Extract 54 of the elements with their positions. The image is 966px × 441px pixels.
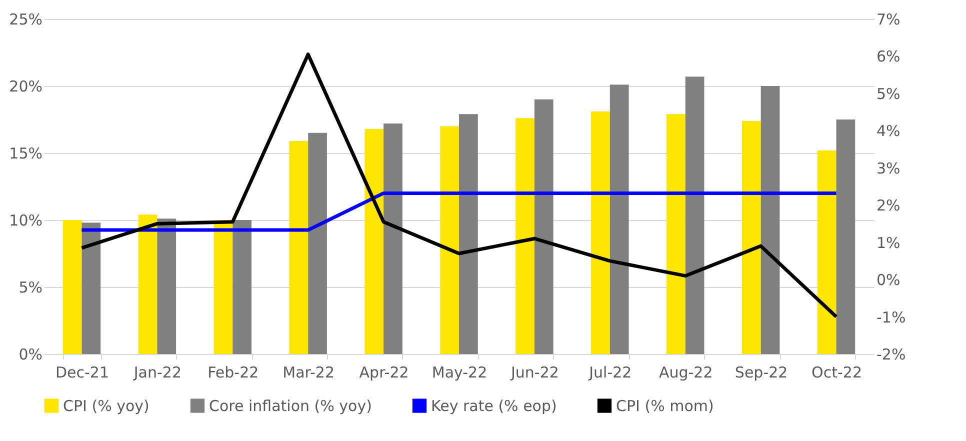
y2-tick-label: 0% [876, 271, 900, 290]
bar [817, 150, 836, 354]
bar [534, 99, 554, 354]
bar [364, 128, 384, 354]
y-tick-label: 5% [18, 278, 42, 296]
y2-tick-label: -2% [876, 346, 906, 364]
x-tick-label: Feb-22 [208, 364, 259, 382]
bar [742, 120, 761, 354]
bar [685, 76, 704, 354]
y2-tick-label: 5% [876, 84, 900, 103]
y2-tick-label: 6% [876, 48, 900, 66]
x-tick-label: May-22 [432, 364, 488, 382]
bar [82, 222, 101, 354]
x-tick-label: Jul-22 [588, 364, 632, 382]
y2-tick-label: 7% [876, 10, 900, 28]
bar [232, 220, 252, 354]
bar [760, 86, 780, 354]
y2-tick-label: 4% [876, 122, 900, 140]
x-tick-label: Mar-22 [282, 364, 335, 382]
bar [440, 126, 459, 354]
x-tick-label: Oct-22 [812, 364, 862, 382]
y2-tick-label: 3% [876, 159, 900, 178]
legend-label: Key rate (% eop) [431, 396, 557, 415]
x-tick-label: Jan-22 [132, 364, 182, 382]
bar [157, 218, 176, 354]
legend-label: Core inflation (% yoy) [209, 396, 372, 415]
bar [459, 114, 478, 354]
y-tick-label: 15% [9, 144, 42, 162]
bar [214, 220, 233, 354]
bar [666, 114, 686, 354]
y-tick-label: 10% [9, 212, 42, 230]
y-tick-label: 0% [18, 346, 42, 364]
y2-tick-label: 1% [876, 234, 900, 252]
bar [384, 124, 402, 354]
y2-tick-label: 2% [876, 196, 900, 215]
bar [138, 214, 158, 354]
y-tick-label: 20% [9, 78, 42, 96]
bar [289, 140, 308, 354]
bar [610, 84, 629, 354]
bar [516, 118, 534, 354]
x-tick-label: Dec-21 [55, 364, 109, 382]
bar [591, 111, 610, 354]
line-series [80, 52, 838, 319]
y2-tick-label: -1% [876, 308, 906, 326]
x-tick-label: Jun-22 [510, 364, 559, 382]
y-tick-label: 25% [9, 10, 42, 28]
bar [308, 132, 327, 354]
bar [836, 120, 856, 354]
bar [62, 220, 82, 354]
x-tick-label: Sep-22 [734, 364, 788, 382]
legend-label: CPI (% yoy) [63, 396, 150, 415]
legend-label: CPI (% mom) [616, 396, 714, 415]
x-tick-label: Aug-22 [658, 364, 713, 382]
x-tick-label: Apr-22 [359, 364, 409, 382]
